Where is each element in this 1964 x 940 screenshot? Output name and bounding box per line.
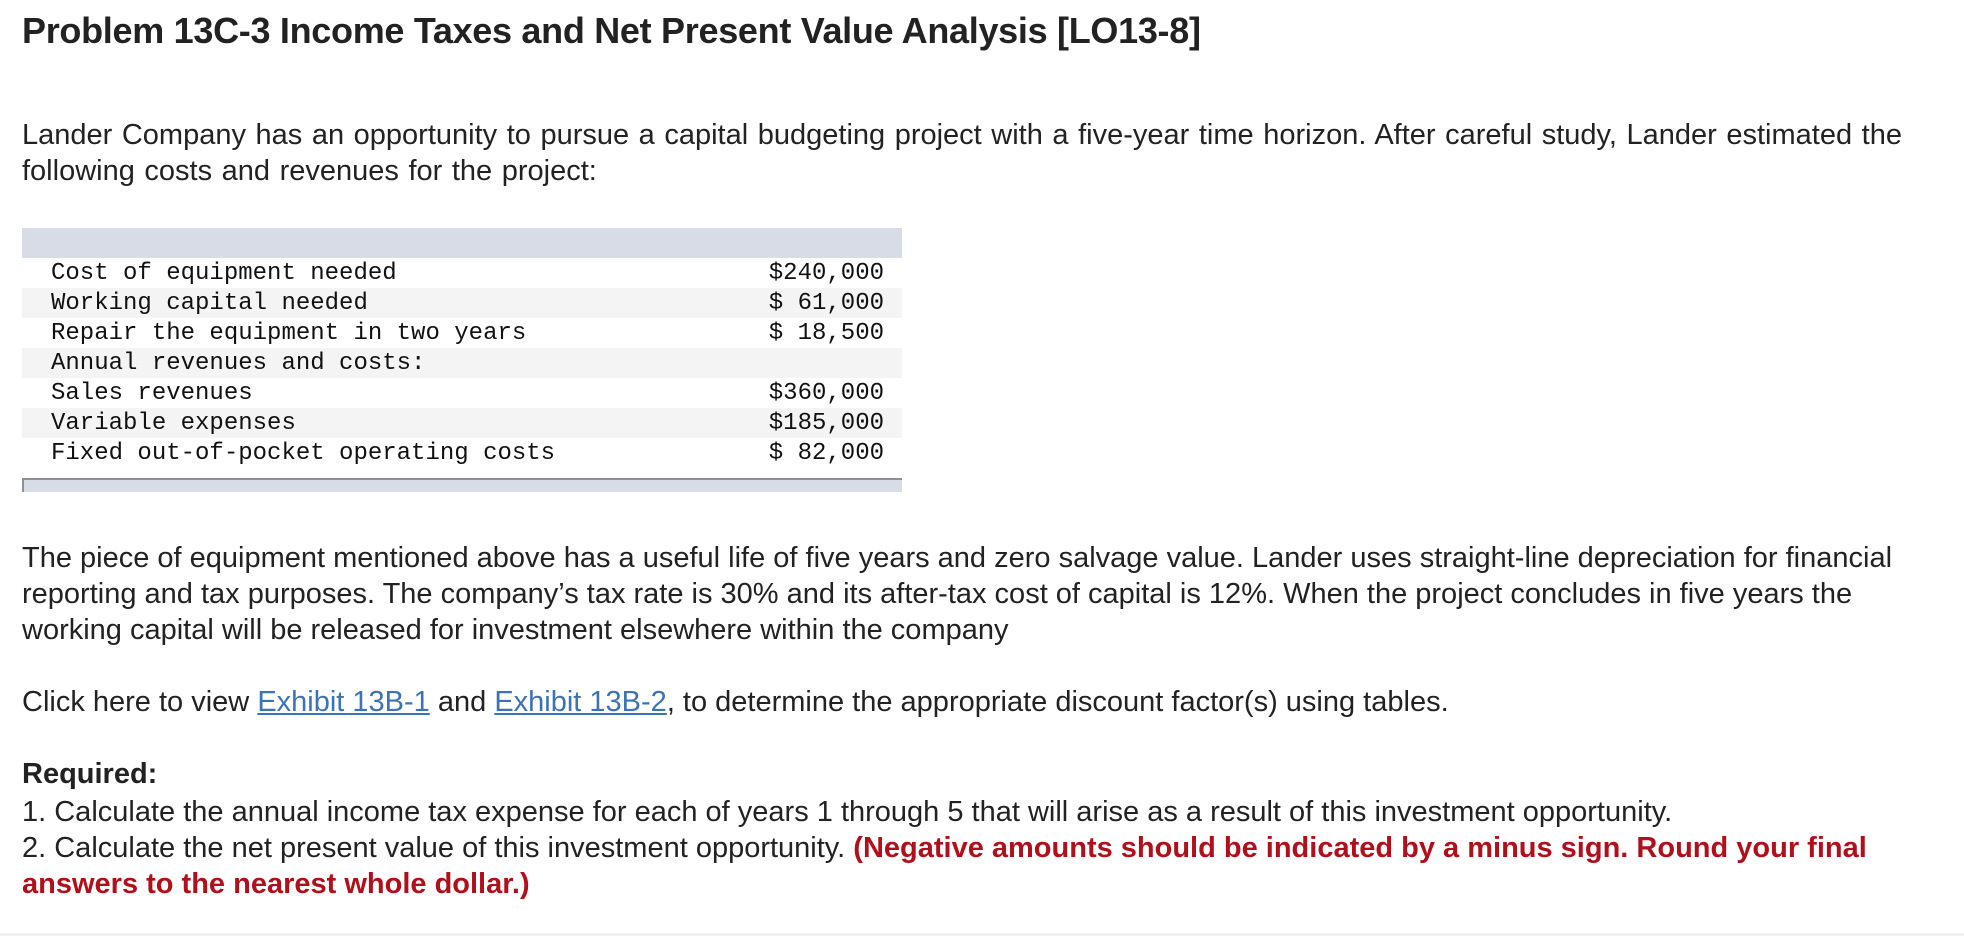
row-label: Cost of equipment needed <box>51 259 397 287</box>
required-item-2: 2. Calculate the net present value of th… <box>22 830 1942 902</box>
exhibit-13b-2-link[interactable]: Exhibit 13B-2 <box>494 686 667 718</box>
table-row: Variable expenses $185,000 <box>22 408 902 438</box>
table-row: Cost of equipment needed $240,000 <box>22 258 902 288</box>
exhibits-middle: and <box>429 686 495 718</box>
table-row: Annual revenues and costs: <box>22 348 902 378</box>
table-body: Cost of equipment needed $240,000 Workin… <box>22 258 902 468</box>
table-row: Fixed out-of-pocket operating costs $ 82… <box>22 438 902 468</box>
required-item-2-text: 2. Calculate the net present value of th… <box>22 832 854 864</box>
table-row: Working capital needed $ 61,000 <box>22 288 902 318</box>
required-heading: Required: <box>22 758 158 790</box>
row-label: Working capital needed <box>51 289 368 317</box>
table-row: Sales revenues $360,000 <box>22 378 902 408</box>
row-value: $360,000 <box>768 379 884 407</box>
row-label: Fixed out-of-pocket operating costs <box>51 439 556 467</box>
table-header-bar <box>22 228 902 258</box>
exhibits-prefix: Click here to view <box>22 686 258 718</box>
table-row: Repair the equipment in two years $ 18,5… <box>22 318 902 348</box>
required-item-1: 1. Calculate the annual income tax expen… <box>22 796 1673 828</box>
row-value: $185,000 <box>768 409 884 437</box>
problem-title: Problem 13C-3 Income Taxes and Net Prese… <box>22 10 1201 51</box>
rounding-instruction: (Negative amounts should be indicated by… <box>22 832 1867 900</box>
row-label: Annual revenues and costs: <box>51 349 426 377</box>
row-value: $ 18,500 <box>768 319 884 347</box>
row-label: Repair the equipment in two years <box>51 319 527 347</box>
row-value: $240,000 <box>768 259 884 287</box>
cost-revenue-table: Cost of equipment needed $240,000 Workin… <box>22 228 902 492</box>
table-footer-bar <box>22 478 902 492</box>
row-value: $ 61,000 <box>768 289 884 317</box>
intro-paragraph: Lander Company has an opportunity to pur… <box>22 119 1902 187</box>
row-label: Variable expenses <box>51 409 296 437</box>
required-list: 1. Calculate the annual income tax expen… <box>22 794 1942 902</box>
exhibit-13b-1-link[interactable]: Exhibit 13B-1 <box>257 686 430 718</box>
exhibits-suffix: , to determine the appropriate discount … <box>666 686 1449 718</box>
bottom-divider <box>0 933 1964 936</box>
row-label: Sales revenues <box>51 379 253 407</box>
row-value: $ 82,000 <box>768 439 884 467</box>
details-paragraph: The piece of equipment mentioned above h… <box>22 542 1893 646</box>
exhibits-paragraph: Click here to view Exhibit 13B-1 and Exh… <box>22 684 1942 720</box>
